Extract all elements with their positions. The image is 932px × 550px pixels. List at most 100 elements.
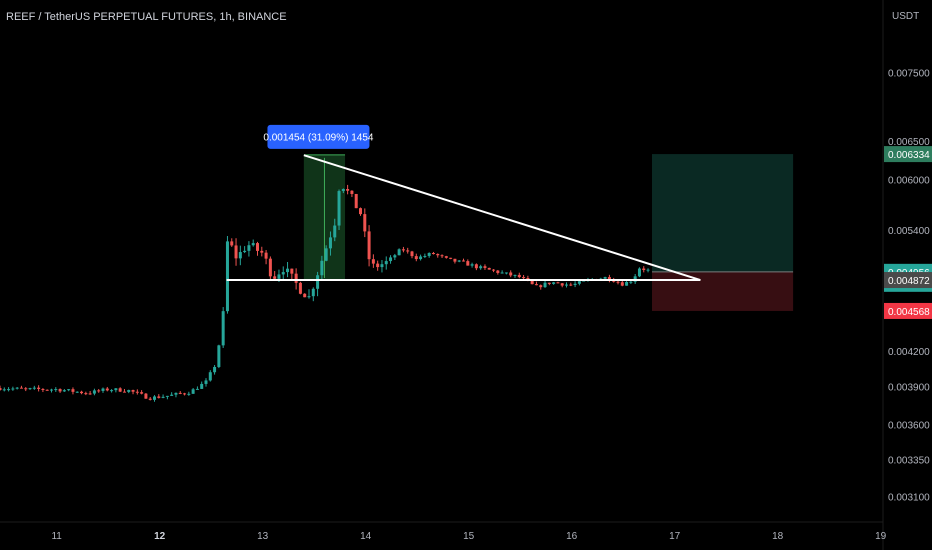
candle xyxy=(633,274,637,284)
candle-body xyxy=(637,268,641,277)
candle-body xyxy=(449,257,453,259)
currency-label: USDT xyxy=(892,11,920,22)
candle xyxy=(534,281,538,286)
candle-body xyxy=(286,268,290,273)
stop-price-label-box xyxy=(884,302,932,319)
candle xyxy=(230,238,234,247)
descending-trendline[interactable] xyxy=(303,154,701,281)
candle-body xyxy=(565,284,568,286)
candle-body xyxy=(316,275,320,289)
candle-body xyxy=(492,269,496,271)
candle xyxy=(543,280,547,288)
candle xyxy=(569,282,573,287)
candle xyxy=(320,255,324,282)
candle xyxy=(333,218,337,242)
candle-body xyxy=(67,389,71,391)
candle xyxy=(50,388,53,393)
candle xyxy=(470,262,474,268)
candle xyxy=(453,258,457,264)
candle-body xyxy=(148,398,152,400)
time-tick-label: 16 xyxy=(566,531,578,542)
candle-body xyxy=(642,268,646,271)
candle-body xyxy=(337,191,341,226)
candle xyxy=(290,268,294,280)
candle-body xyxy=(577,281,581,284)
candle-body xyxy=(328,237,332,249)
candle xyxy=(161,394,165,399)
candle xyxy=(105,386,109,392)
price-tick-label: 0.003600 xyxy=(888,421,930,432)
candle-body xyxy=(144,393,148,399)
candle-body xyxy=(466,261,470,266)
candle-body xyxy=(243,250,247,253)
candle-body xyxy=(504,272,508,274)
candle xyxy=(238,245,242,266)
candle xyxy=(487,267,491,270)
candle xyxy=(410,250,414,259)
candle-body xyxy=(359,208,362,215)
candle xyxy=(144,392,148,399)
candle xyxy=(45,389,49,391)
candle-body xyxy=(114,388,118,391)
candle-body xyxy=(140,392,144,394)
time-axis[interactable]: 11 12 13 14 15 16 17 18 19 xyxy=(51,531,886,542)
time-tick-label: 11 xyxy=(51,531,62,542)
candle xyxy=(208,370,212,382)
candle xyxy=(298,281,302,295)
candle-body xyxy=(195,388,199,390)
candle xyxy=(483,264,487,270)
candle xyxy=(170,392,174,396)
candle-body xyxy=(522,277,526,279)
candle-body xyxy=(333,225,337,238)
candle xyxy=(646,268,650,273)
candle xyxy=(217,344,221,369)
candle-body xyxy=(50,389,53,391)
candle-body xyxy=(371,259,375,264)
candle xyxy=(131,389,135,395)
candle xyxy=(431,251,435,255)
candle-body xyxy=(380,264,384,268)
candle xyxy=(191,387,195,394)
candle-body xyxy=(153,396,156,400)
candle xyxy=(225,235,229,314)
candle-body xyxy=(62,390,66,392)
candle-body xyxy=(127,390,131,392)
candle-body xyxy=(384,261,388,265)
candle xyxy=(427,252,431,258)
candle-body xyxy=(247,245,251,251)
candle-body xyxy=(311,288,315,297)
candle xyxy=(401,246,405,253)
candle-body xyxy=(187,393,191,395)
candle-body xyxy=(165,395,169,397)
candle-body xyxy=(646,269,650,271)
candle-body xyxy=(290,268,294,274)
candle-body xyxy=(2,389,6,391)
candle xyxy=(354,193,358,209)
candle-body xyxy=(88,393,92,395)
chart-drawings[interactable]: 0.001454 (31.09%) 1454 xyxy=(226,124,701,282)
candle-body xyxy=(281,272,285,275)
candle xyxy=(251,239,255,247)
candle-body xyxy=(436,254,440,256)
candle xyxy=(367,225,371,267)
candle-body xyxy=(423,255,427,257)
candle xyxy=(444,255,448,259)
candle xyxy=(114,388,118,393)
candle xyxy=(157,394,161,399)
candle-body xyxy=(183,393,187,395)
candle-body xyxy=(569,284,573,286)
candle xyxy=(363,208,367,238)
candle xyxy=(479,264,483,270)
candle-body xyxy=(350,190,354,194)
candle-body xyxy=(135,391,139,393)
candle xyxy=(603,276,607,279)
candle xyxy=(397,248,401,256)
price-tick-label: 0.003350 xyxy=(888,455,930,466)
candle xyxy=(573,281,577,288)
candle xyxy=(560,283,564,288)
candle-body xyxy=(367,231,371,260)
candle-body xyxy=(483,266,487,268)
candle xyxy=(406,247,410,254)
candle-body xyxy=(547,282,551,284)
